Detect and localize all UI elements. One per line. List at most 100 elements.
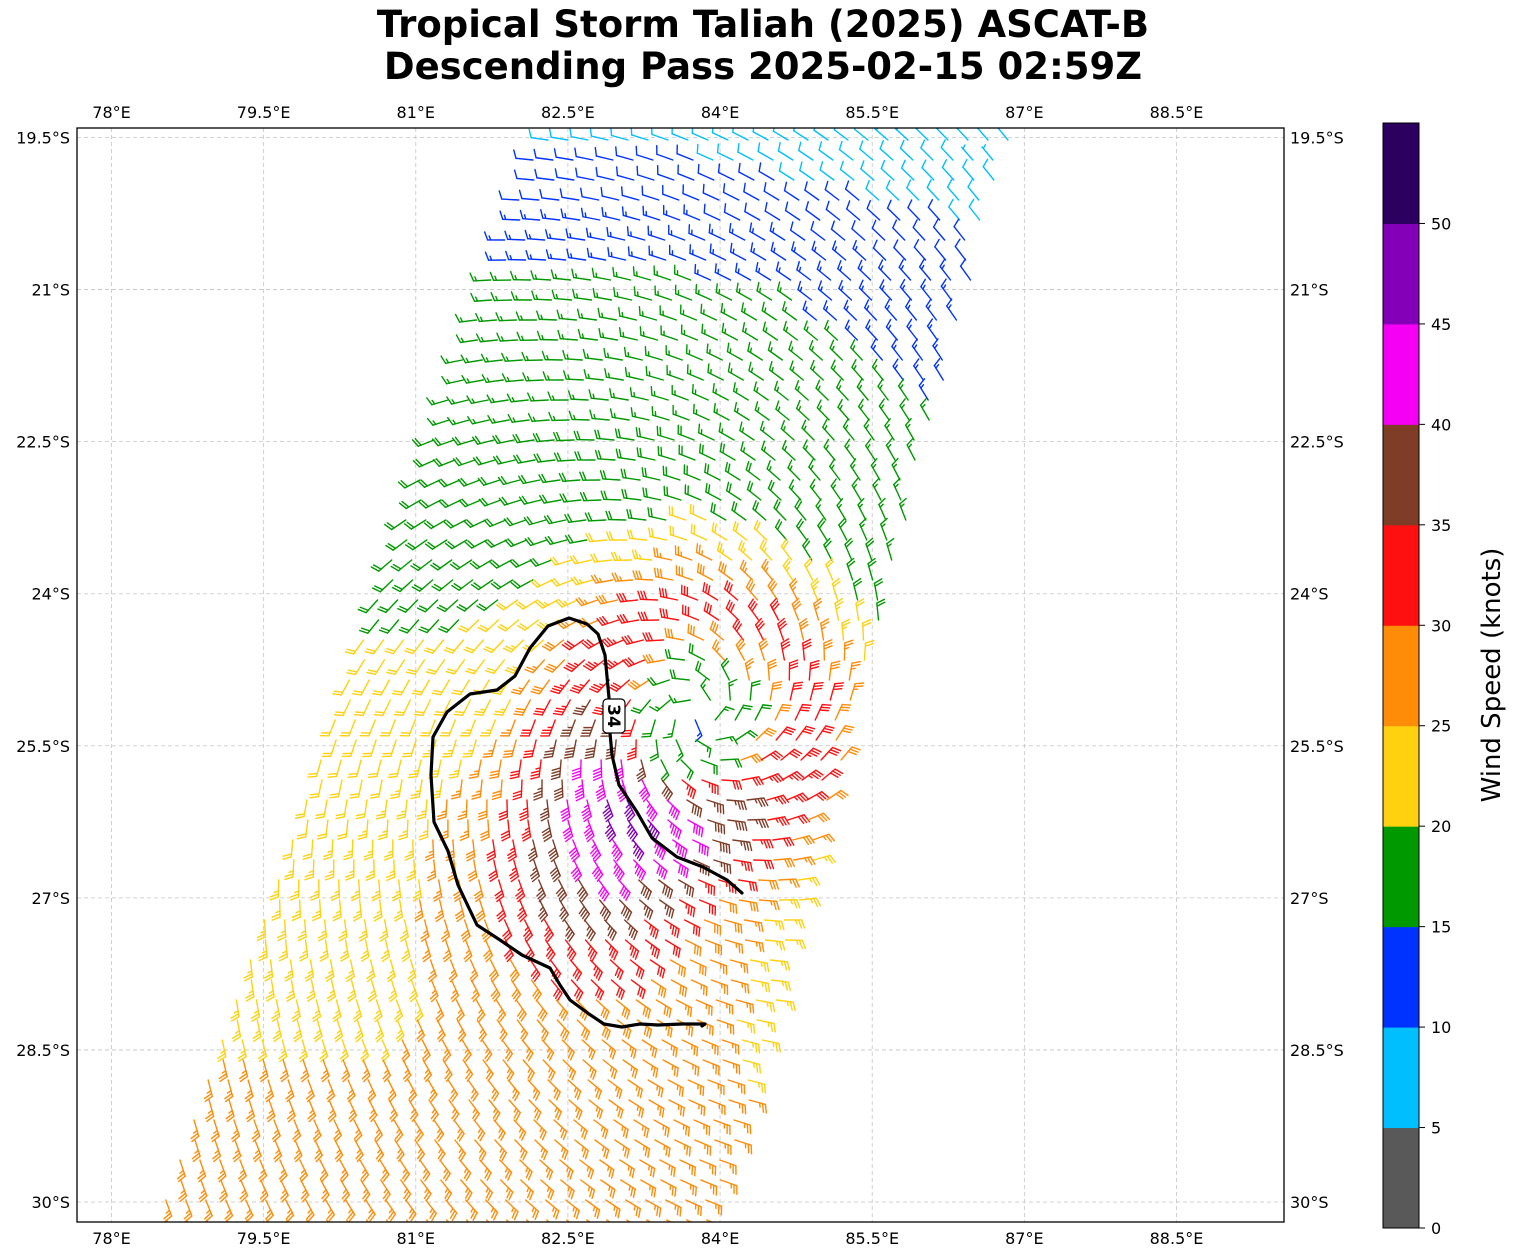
wind-barb (611, 572, 634, 582)
wind-barb (886, 199, 901, 221)
wind-barb (399, 1159, 410, 1182)
wind-barb (539, 719, 556, 737)
wind-barb (405, 659, 426, 675)
wind-barb (387, 1079, 397, 1103)
colorbar-tick-label: 30 (1431, 616, 1451, 635)
wind-barb (810, 220, 826, 241)
wind-barb (940, 139, 954, 161)
wind-barb (830, 478, 842, 501)
lon-tick-label-top: 87°E (1005, 103, 1043, 122)
wind-barb (563, 739, 577, 759)
wind-barb (562, 349, 583, 361)
wind-barb (504, 538, 528, 548)
wind-barb (653, 547, 673, 561)
wind-barb (559, 188, 580, 201)
colorbar-tick-label: 10 (1431, 1018, 1451, 1037)
wind-barb (347, 979, 357, 1003)
wind-barb (339, 1159, 349, 1183)
wind-barb (500, 1179, 514, 1201)
wind-barb (699, 1159, 717, 1176)
wind-barb (830, 220, 846, 241)
wind-barb (635, 999, 651, 1019)
wind-barb (793, 128, 809, 141)
wind-barb (618, 327, 639, 341)
wind-barb (635, 145, 654, 161)
wind-barb (630, 699, 651, 714)
wind-barb (732, 382, 749, 401)
wind-barb (682, 184, 700, 201)
wind-barb (927, 199, 941, 221)
wind-barb (198, 1179, 208, 1203)
wind-barb (583, 369, 604, 381)
wind-barb (564, 534, 588, 544)
wind-barb (713, 402, 730, 421)
wind-barb (997, 128, 1009, 141)
wind-barb (661, 1039, 678, 1058)
wind-barb (683, 464, 701, 481)
wind-barb (600, 490, 622, 501)
wind-barb (520, 1179, 534, 1201)
wind-barb (753, 519, 768, 541)
wind-barb (748, 361, 764, 381)
wind-barb (424, 539, 448, 550)
wind-barb (524, 537, 548, 547)
wind-barb (602, 799, 614, 823)
wind-barb (212, 1139, 222, 1163)
wind-barb (661, 779, 674, 802)
wind-barb (863, 418, 875, 441)
wind-barb (510, 979, 522, 1002)
wind-barb (595, 779, 606, 802)
wind-barb (747, 598, 760, 621)
wind-barb (224, 1079, 234, 1103)
wind-barb (716, 1019, 735, 1035)
wind-barb (886, 537, 895, 561)
wind-barb (759, 539, 773, 561)
wind-barb (367, 979, 377, 1003)
wind-barb (550, 577, 574, 587)
wind-barb (838, 140, 854, 161)
wind-barb (761, 1039, 781, 1053)
wind-barb (675, 565, 694, 581)
lat-tick-label-right: 30°S (1290, 1193, 1329, 1212)
wind-barb (649, 959, 666, 979)
wind-barb (673, 859, 689, 879)
wind-barb (305, 1199, 315, 1222)
wind-barb (905, 298, 918, 321)
wind-barb (737, 142, 754, 161)
wind-barb (519, 719, 536, 737)
wind-barb (552, 699, 571, 716)
lon-tick-label-bottom: 88.5°E (1150, 1229, 1204, 1248)
wind-barb (326, 1219, 329, 1222)
wind-barb (626, 739, 637, 761)
wind-barb (494, 879, 505, 903)
lon-tick-label-top: 82.5°E (541, 103, 595, 122)
wind-barb (934, 238, 947, 261)
wind-barb (543, 739, 557, 759)
wind-barb (256, 919, 267, 942)
wind-barb (550, 269, 572, 281)
wind-barb (582, 348, 603, 361)
wind-barb (602, 659, 626, 670)
wind-barb (708, 223, 726, 241)
wind-barb (584, 512, 607, 522)
wind-barb (493, 699, 511, 716)
wind-barb (469, 272, 492, 282)
wind-barb (872, 239, 887, 261)
wind-barb (590, 574, 614, 584)
wind-barb (563, 659, 586, 673)
wind-barb (697, 423, 715, 441)
wind-barb (811, 240, 827, 261)
wind-barb (391, 879, 402, 902)
wind-barb (530, 759, 542, 780)
wind-barb (769, 221, 786, 241)
wind-barb (750, 979, 771, 993)
wind-barb (418, 619, 440, 634)
wind-barb (475, 899, 486, 923)
wind-barb (319, 939, 329, 962)
wind-barb (804, 557, 814, 581)
wind-barb (334, 1019, 344, 1043)
wind-barb (580, 187, 600, 201)
wind-barb (558, 899, 569, 923)
wind-barb (906, 437, 916, 461)
wind-barb (632, 570, 654, 581)
